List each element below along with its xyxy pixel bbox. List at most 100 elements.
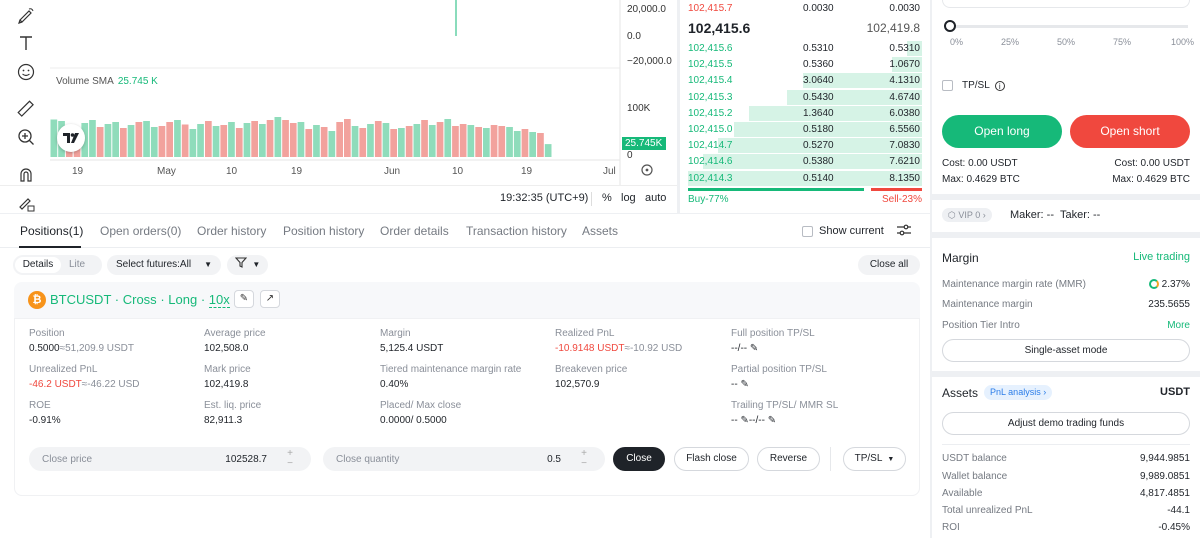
edit-icon[interactable]: ✎ bbox=[234, 290, 254, 308]
ask-row[interactable]: 102,415.7 0.0030 0.0030 bbox=[688, 3, 920, 14]
vip-badge[interactable]: ⬡ VIP 0 › bbox=[942, 208, 992, 222]
wallet-balance-row: Wallet balance 9,989.0851 bbox=[942, 471, 1190, 482]
emoji-icon[interactable] bbox=[15, 61, 37, 83]
open-short-button[interactable]: Open short bbox=[1070, 115, 1190, 148]
slider-tick[interactable]: 50% bbox=[1057, 37, 1076, 47]
futures-select[interactable]: Select futures:All ▼ bbox=[107, 255, 221, 275]
text-icon[interactable] bbox=[15, 32, 37, 54]
amount-slider-handle[interactable] bbox=[944, 20, 956, 32]
bid-row[interactable]: 102,414.6 0.5380 7.6210 bbox=[688, 153, 922, 170]
tab-positions[interactable]: Positions(1) bbox=[20, 224, 84, 238]
chart-area[interactable]: Volume SMA 25.745 K 20,000.0 0.0 −20,000.… bbox=[0, 0, 677, 213]
close-button[interactable]: Close bbox=[613, 447, 665, 471]
last-price: 102,415.6 bbox=[688, 20, 751, 36]
live-trading-link[interactable]: Live trading bbox=[1133, 251, 1190, 263]
auto-scale-button[interactable]: auto bbox=[645, 192, 667, 204]
bid-price: 102,415.3 bbox=[688, 91, 733, 103]
stepper-icon[interactable]: + − bbox=[287, 448, 293, 469]
close-price-input[interactable]: Close price 102528.7 + − bbox=[29, 447, 311, 471]
open-long-button[interactable]: Open long bbox=[942, 115, 1062, 148]
edit-icon[interactable]: ✎ bbox=[740, 379, 749, 390]
tab-position-history[interactable]: Position history bbox=[283, 224, 365, 238]
pencil-icon[interactable] bbox=[15, 4, 37, 26]
position-details: Position 0.5000≈51,209.9 USDT Average pr… bbox=[14, 318, 920, 496]
volume-bar bbox=[313, 125, 320, 157]
percent-scale-button[interactable]: % bbox=[602, 192, 612, 204]
tab-order-history[interactable]: Order history bbox=[197, 224, 267, 238]
bid-price: 102,415.0 bbox=[688, 124, 733, 135]
slider-tick[interactable]: 0% bbox=[950, 37, 964, 47]
info-icon[interactable]: i bbox=[994, 80, 1005, 91]
bid-row[interactable]: 102,414.3 0.5140 8.1350 bbox=[688, 170, 922, 186]
bid-row[interactable]: 102,415.3 0.5430 4.6740 bbox=[688, 89, 922, 105]
position-header: ₿ BTCUSDT · Cross · Long · 10x ✎ ↗ bbox=[14, 282, 920, 316]
tab-assets[interactable]: Assets bbox=[582, 224, 619, 238]
bid-price: 102,415.6 bbox=[688, 43, 733, 54]
volume-bar bbox=[359, 128, 367, 157]
close-all-button[interactable]: Close all bbox=[858, 255, 920, 275]
bid-row[interactable]: 102,415.2 1.3640 6.0380 bbox=[688, 105, 922, 121]
volume-axis-tick: 100K bbox=[627, 103, 651, 114]
depth-bar bbox=[688, 170, 922, 186]
bid-total: 7.6210 bbox=[889, 156, 920, 168]
show-current-toggle[interactable]: Show current bbox=[802, 225, 884, 237]
close-quantity-input[interactable]: Close quantity 0.5 + − bbox=[323, 447, 605, 471]
show-current-checkbox[interactable] bbox=[802, 225, 813, 237]
magnet-icon[interactable] bbox=[15, 164, 37, 186]
tab-order-details[interactable]: Order details bbox=[380, 224, 449, 238]
tpsl-toggle[interactable]: TP/SL i bbox=[942, 80, 1005, 91]
clock-icon[interactable] bbox=[641, 164, 653, 179]
filter-button[interactable]: ▼ bbox=[227, 255, 268, 275]
long-max: Max: 0.4629 BTC bbox=[942, 174, 1020, 185]
slider-tick[interactable]: 100% bbox=[1171, 37, 1195, 47]
volume-bar bbox=[228, 122, 235, 157]
bid-row[interactable]: 102,415.6 0.5310 0.5310 bbox=[688, 40, 922, 56]
flash-close-button[interactable]: Flash close bbox=[674, 447, 749, 471]
single-asset-mode-button[interactable]: Single-asset mode bbox=[942, 339, 1190, 362]
settings-sliders-icon[interactable] bbox=[897, 223, 911, 239]
depth-bar bbox=[906, 41, 922, 56]
volume-chart[interactable] bbox=[0, 0, 677, 185]
edit-icon[interactable]: ✎ bbox=[740, 415, 749, 426]
bid-quantity: 0.5380 bbox=[803, 156, 834, 168]
ruler-icon[interactable] bbox=[15, 98, 37, 120]
share-icon[interactable]: ↗ bbox=[260, 290, 280, 308]
breakeven-price-field: Breakeven price 102,570.9 bbox=[555, 364, 628, 390]
slider-tick[interactable]: 75% bbox=[1113, 37, 1132, 47]
tpsl-button[interactable]: TP/SL ▼ bbox=[843, 447, 906, 471]
volume-bar bbox=[104, 124, 112, 157]
volume-axis-tick: 0 bbox=[627, 150, 633, 161]
lite-view-button[interactable]: Lite bbox=[69, 259, 86, 270]
edit-icon[interactable]: ✎ bbox=[749, 343, 759, 354]
tab-open-orders[interactable]: Open orders(0) bbox=[100, 224, 182, 238]
bid-row[interactable]: 102,415.5 0.5360 1.0670 bbox=[688, 56, 922, 73]
lock-pencil-icon[interactable] bbox=[15, 192, 37, 214]
volume-bar bbox=[351, 126, 359, 157]
volume-bar bbox=[367, 124, 374, 157]
bid-row[interactable]: 102,415.0 0.5180 6.5560 bbox=[688, 121, 922, 137]
tpsl-checkbox[interactable] bbox=[942, 80, 953, 91]
reverse-button[interactable]: Reverse bbox=[757, 447, 820, 471]
zoom-icon[interactable] bbox=[15, 126, 37, 148]
short-cost: Cost: 0.00 USDT bbox=[1114, 158, 1190, 169]
pnl-analysis-button[interactable]: PnL analysis › bbox=[984, 385, 1053, 400]
log-scale-button[interactable]: log bbox=[621, 192, 636, 204]
leverage-button[interactable]: 10x bbox=[208, 292, 230, 308]
volume-bar bbox=[398, 128, 405, 157]
adjust-demo-funds-button[interactable]: Adjust demo trading funds bbox=[942, 412, 1190, 435]
tier-more-link[interactable]: More bbox=[1167, 320, 1190, 331]
bid-row[interactable]: 102,415.4 3.0640 4.1310 bbox=[688, 72, 922, 89]
volume-bar bbox=[483, 128, 490, 157]
edit-icon[interactable]: ✎ bbox=[767, 415, 777, 426]
amount-slider-track[interactable] bbox=[950, 25, 1188, 28]
stepper-icon[interactable]: + − bbox=[581, 448, 587, 469]
tab-transaction-history[interactable]: Transaction history bbox=[466, 224, 567, 238]
margin-title: Margin bbox=[942, 251, 979, 265]
order-book-mid: 102,415.6 102,419.8 bbox=[688, 18, 922, 38]
volume-bar bbox=[127, 125, 135, 157]
assets-currency[interactable]: USDT bbox=[1160, 386, 1190, 398]
slider-tick[interactable]: 25% bbox=[1001, 37, 1020, 47]
x-axis-tick: 19 bbox=[291, 166, 303, 177]
bid-row[interactable]: 102,414.7 0.5270 7.0830 bbox=[688, 137, 922, 154]
details-view-button[interactable]: Details bbox=[15, 257, 61, 273]
